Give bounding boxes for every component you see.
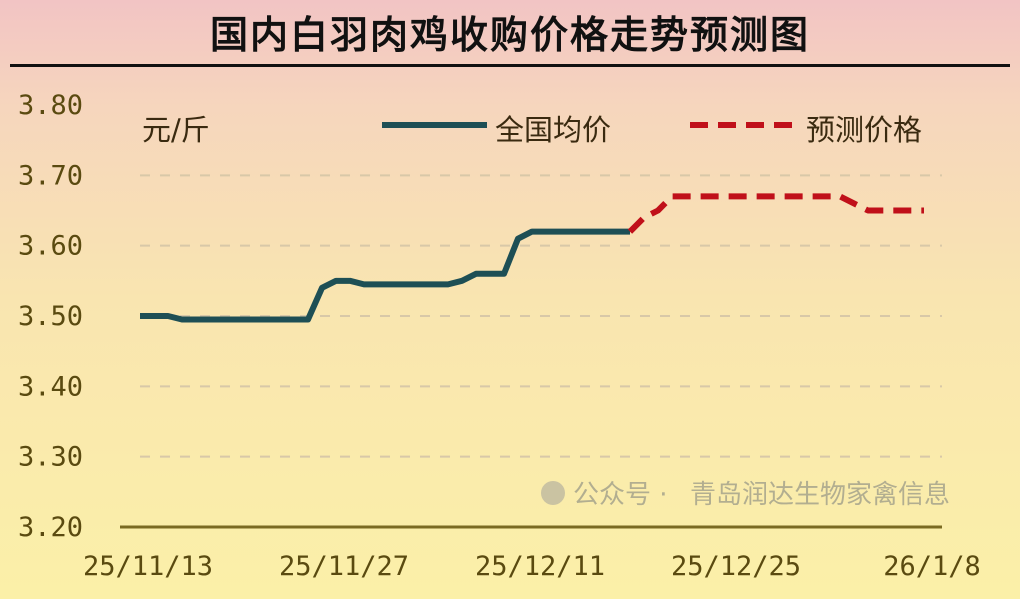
legend-label-actual: 全国均价	[495, 113, 611, 147]
x-tick-label: 25/11/27	[279, 551, 409, 582]
series-line-actual	[140, 228, 630, 323]
x-tick-label: 26/1/8	[883, 551, 981, 582]
x-tick-label: 25/12/25	[671, 551, 801, 582]
y-tick-label: 3.60	[18, 231, 83, 262]
watermark-text: 青岛润达生物家禽信息	[690, 480, 950, 510]
unit-label: 元/斤	[142, 113, 210, 147]
y-tick-label: 3.70	[18, 160, 83, 191]
y-tick-label: 3.20	[18, 512, 83, 543]
x-tick-label: 25/12/11	[475, 551, 605, 582]
title-underline	[10, 64, 1010, 67]
watermark: 公众号 · 青岛润达生物家禽信息	[541, 480, 950, 510]
y-tick-label: 3.50	[18, 301, 83, 332]
x-tick-label: 25/11/13	[83, 551, 213, 582]
y-tick-label: 3.40	[18, 371, 83, 402]
y-tick-label: 3.80	[18, 90, 83, 121]
wechat-icon	[541, 481, 565, 505]
legend-label-forecast: 预测价格	[806, 113, 922, 147]
chart-title: 国内白羽肉鸡收购价格走势预测图	[209, 12, 810, 57]
y-tick-label: 3.30	[18, 442, 83, 473]
watermark-prefix: 公众号 ·	[573, 480, 668, 510]
series-line-forecast	[627, 193, 924, 234]
